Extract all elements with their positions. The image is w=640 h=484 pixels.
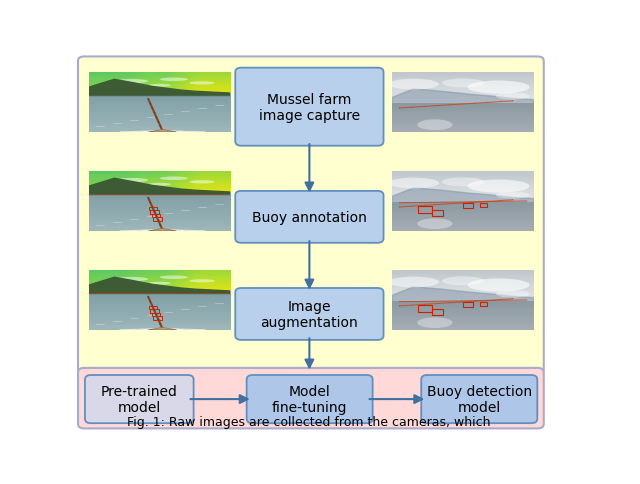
Text: Pre-trained
model: Pre-trained model — [101, 384, 178, 414]
FancyBboxPatch shape — [246, 375, 372, 424]
FancyBboxPatch shape — [78, 368, 544, 428]
FancyBboxPatch shape — [236, 192, 383, 243]
Text: Fig. 1: Raw images are collected from the cameras, which: Fig. 1: Raw images are collected from th… — [127, 415, 491, 428]
FancyBboxPatch shape — [78, 57, 544, 374]
Text: Buoy detection
model: Buoy detection model — [427, 384, 532, 414]
FancyBboxPatch shape — [236, 69, 383, 146]
Text: Image
augmentation: Image augmentation — [260, 299, 358, 330]
FancyBboxPatch shape — [421, 375, 538, 424]
Text: Mussel farm
image capture: Mussel farm image capture — [259, 92, 360, 122]
FancyBboxPatch shape — [236, 288, 383, 340]
Text: Model
fine-tuning: Model fine-tuning — [272, 384, 348, 414]
Text: Buoy annotation: Buoy annotation — [252, 211, 367, 225]
FancyBboxPatch shape — [85, 375, 193, 424]
